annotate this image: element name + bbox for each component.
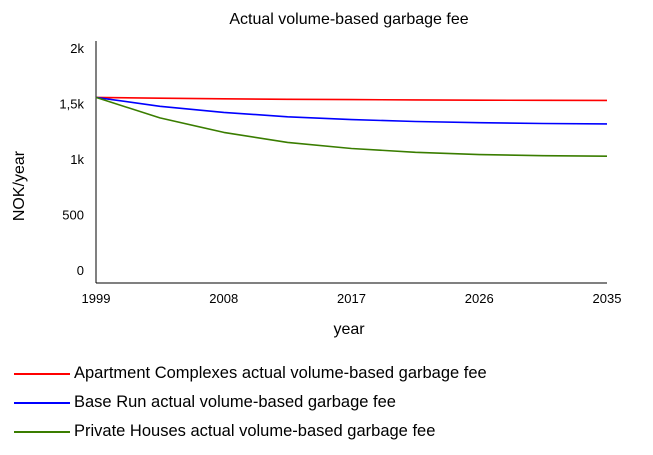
legend-label: Base Run actual volume-based garbage fee — [74, 393, 396, 411]
legend-label: Private Houses actual volume-based garba… — [74, 422, 436, 440]
series-line-1 — [95, 96, 608, 125]
x-axis-label: year — [333, 321, 365, 338]
chart-title: Actual volume-based garbage fee — [229, 11, 468, 28]
series-line-0 — [95, 96, 608, 102]
x-tick-label: 2026 — [465, 291, 494, 306]
legend-item-apartment-complexes[interactable]: Apartment Complexes actual volume-based … — [14, 359, 487, 388]
y-tick-labels: 0 500 1k 1,5k 2k — [59, 41, 84, 278]
series-lines — [95, 96, 608, 157]
plot-area: 0 500 1k 1,5k 2k 1999 2008 2017 2026 2035 — [59, 41, 621, 306]
legend-item-private-houses[interactable]: Private Houses actual volume-based garba… — [14, 417, 487, 446]
x-tick-label: 2008 — [209, 291, 238, 306]
y-tick-label: 0 — [77, 263, 84, 278]
x-tick-labels: 1999 2008 2017 2026 2035 — [82, 291, 622, 306]
y-tick-label: 1,5k — [59, 97, 84, 112]
y-tick-label: 2k — [70, 41, 84, 56]
y-tick-label: 1k — [70, 152, 84, 167]
x-tick-label: 2035 — [593, 291, 622, 306]
legend-item-base-run[interactable]: Base Run actual volume-based garbage fee — [14, 388, 487, 417]
y-axis-label: NOK/year — [11, 150, 28, 221]
legend-label: Apartment Complexes actual volume-based … — [74, 364, 487, 382]
series-line-2 — [95, 96, 608, 157]
y-tick-label: 500 — [62, 208, 84, 223]
legend-swatch — [14, 401, 70, 404]
legend-swatch — [14, 372, 70, 375]
legend: Apartment Complexes actual volume-based … — [14, 359, 487, 446]
chart: Actual volume-based garbage fee 0 500 1k 1,… — [11, 11, 621, 338]
x-tick-label: 1999 — [82, 291, 111, 306]
legend-swatch — [14, 430, 70, 433]
x-tick-label: 2017 — [337, 291, 366, 306]
